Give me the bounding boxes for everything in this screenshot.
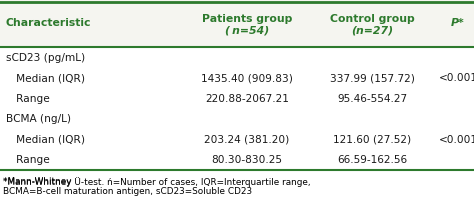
Text: *Mann-Whitney Ü-test. ń=Number of cases, IQR=Interquartile range,: *Mann-Whitney Ü-test. ń=Number of cases,… (3, 177, 310, 187)
Text: Control group: Control group (329, 14, 414, 24)
Text: Patients group: Patients group (202, 14, 292, 24)
Text: (n=27): (n=27) (351, 25, 393, 35)
Text: 80.30-830.25: 80.30-830.25 (211, 155, 283, 165)
Text: Median (IQR): Median (IQR) (6, 135, 85, 145)
Text: *Mann-Whitney: *Mann-Whitney (3, 177, 74, 186)
Text: 1435.40 (909.83): 1435.40 (909.83) (201, 73, 293, 83)
Text: 121.60 (27.52): 121.60 (27.52) (333, 135, 411, 145)
Text: Characteristic: Characteristic (6, 18, 91, 28)
Text: Range: Range (6, 94, 50, 104)
Text: Range: Range (6, 155, 50, 165)
Text: Median (IQR): Median (IQR) (6, 73, 85, 83)
Text: 66.59-162.56: 66.59-162.56 (337, 155, 407, 165)
Text: <0.001: <0.001 (438, 73, 474, 83)
Bar (0, 2, 474, 47)
Text: 220.88-2067.21: 220.88-2067.21 (205, 94, 289, 104)
Text: <0.001: <0.001 (438, 135, 474, 145)
Text: 95.46-554.27: 95.46-554.27 (337, 94, 407, 104)
Bar (0, 47, 474, 212)
Text: 337.99 (157.72): 337.99 (157.72) (329, 73, 414, 83)
Text: BCMA=B-cell maturation antigen, sCD23=Soluble CD23: BCMA=B-cell maturation antigen, sCD23=So… (3, 187, 252, 196)
Text: sCD23 (pg/mL): sCD23 (pg/mL) (6, 53, 85, 63)
Text: P*: P* (451, 18, 465, 28)
Text: BCMA (ng/L): BCMA (ng/L) (6, 114, 71, 124)
Text: ( ​n=54): ( ​n=54) (225, 25, 269, 35)
Text: 203.24 (381.20): 203.24 (381.20) (204, 135, 290, 145)
